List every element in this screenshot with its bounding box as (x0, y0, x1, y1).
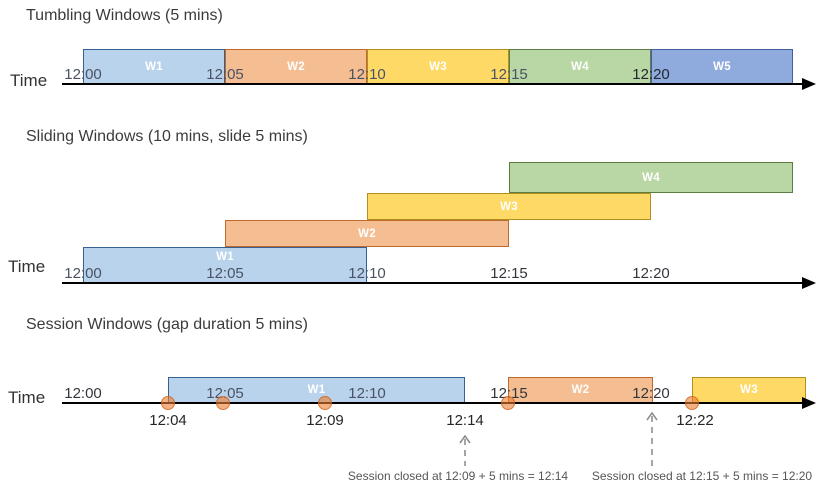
window-label: W2 (287, 60, 305, 73)
timeline-axis (62, 402, 804, 404)
section-title-session: Session Windows (gap duration 5 mins) (26, 316, 308, 333)
tick-label: 12:00 (64, 265, 102, 282)
sliding-window-w4: W4 (509, 162, 793, 193)
event-dot (685, 396, 699, 410)
tumbling-window-w5: W5 (651, 49, 793, 84)
timeline-axis (62, 83, 804, 85)
tick-label: 12:10 (348, 385, 386, 402)
tumbling-window-w4: W4 (509, 49, 651, 84)
session-closed-annotation: Session closed at 12:15 + 5 mins = 12:20 (591, 469, 813, 483)
tick-label: 12:05 (206, 66, 244, 83)
window-label: W4 (642, 171, 660, 184)
window-label: W5 (713, 60, 731, 73)
time-axis-label: Time (8, 388, 46, 407)
window-label: W2 (358, 227, 376, 240)
sliding-window-w2: W2 (225, 220, 509, 247)
tick-label: 12:10 (348, 66, 386, 83)
window-label: W4 (571, 60, 589, 73)
dashed-arrow-up-icon (459, 434, 471, 466)
event-dot (318, 396, 332, 410)
event-time-label: 12:09 (306, 412, 344, 429)
window-label: W3 (429, 60, 447, 73)
event-time-label: 12:14 (446, 412, 484, 429)
tick-label: 12:05 (206, 385, 244, 402)
event-time-label: 12:04 (149, 412, 187, 429)
event-dot (501, 396, 515, 410)
tick-label: 12:15 (490, 265, 528, 282)
window-label: W1 (216, 251, 234, 263)
event-time-label: 12:22 (676, 412, 714, 429)
tumbling-window-w1: W1 (83, 49, 225, 84)
section-title-tumbling: Tumbling Windows (5 mins) (26, 7, 223, 24)
window-label: W3 (740, 384, 758, 396)
tumbling-window-w3: W3 (367, 49, 509, 84)
timeline-arrowhead-icon (802, 397, 816, 409)
event-dot (161, 396, 175, 410)
tumbling-window-w2: W2 (225, 49, 367, 84)
time-axis-label: Time (8, 257, 46, 276)
timeline-arrowhead-icon (802, 277, 816, 289)
tick-label: 12:20 (632, 385, 670, 402)
window-label: W3 (500, 200, 518, 213)
window-label: W2 (571, 384, 590, 396)
tick-label: 12:10 (348, 265, 386, 282)
time-axis-label: Time (10, 71, 48, 90)
window-label: W1 (145, 60, 163, 73)
tick-label: 12:20 (632, 265, 670, 282)
section-title-sliding: Sliding Windows (10 mins, slide 5 mins) (26, 128, 308, 145)
event-dot (216, 396, 230, 410)
dashed-arrow-up-icon (646, 411, 658, 466)
tick-label: 12:05 (206, 265, 244, 282)
sliding-window-w3: W3 (367, 193, 651, 220)
tick-label: 12:00 (64, 66, 102, 83)
session-closed-annotation: Session closed at 12:09 + 5 mins = 12:14 (347, 469, 569, 483)
timeline-arrowhead-icon (802, 78, 816, 90)
tick-label: 12:15 (490, 66, 528, 83)
tick-label: 12:20 (632, 66, 670, 83)
window-label: W1 (307, 384, 326, 396)
session-window-w3: W3 (692, 377, 806, 403)
timeline-axis (62, 282, 804, 284)
session-window-w2: W2 (508, 377, 653, 403)
tick-label: 12:00 (64, 385, 102, 402)
tick-label: 12:15 (490, 385, 528, 402)
